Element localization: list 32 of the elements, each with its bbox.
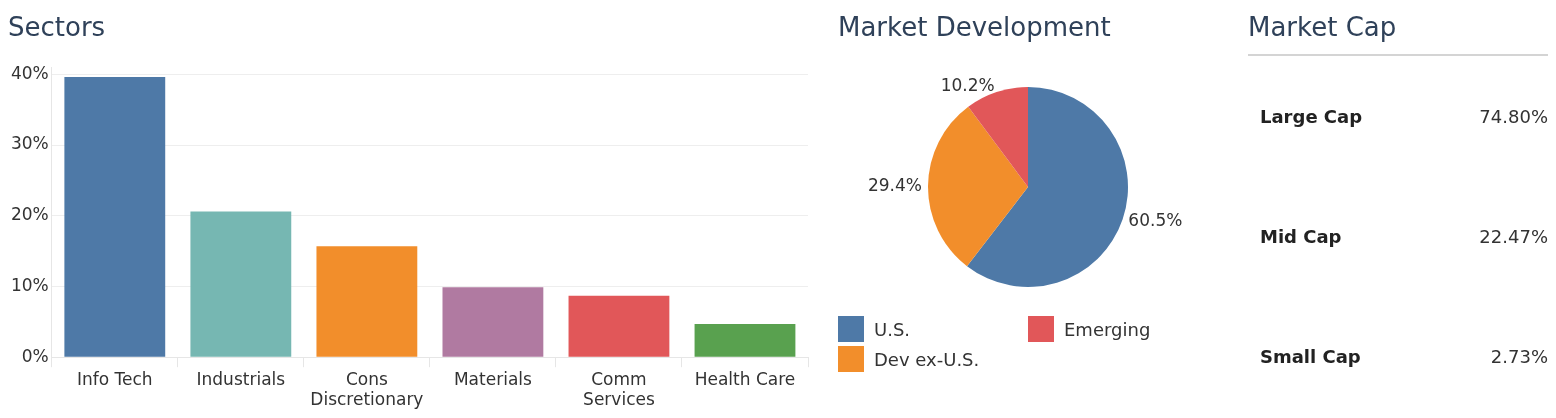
legend-label: Dev ex-U.S. <box>874 348 980 370</box>
bar <box>190 211 292 357</box>
y-tick-label: 30% <box>10 133 49 154</box>
x-tick-label: Industrials <box>196 368 286 389</box>
category-label: Small Cap <box>1260 345 1361 367</box>
bar <box>568 295 670 357</box>
y-tick-label: 0% <box>21 345 49 366</box>
text: 74.80% <box>1479 105 1548 127</box>
y-tick-label: 40% <box>10 62 49 83</box>
data-label: 29.4% <box>867 174 922 195</box>
bar <box>316 246 418 357</box>
legend-label: U.S. <box>874 318 911 340</box>
bar <box>442 287 544 357</box>
x-tick-label: Cons Discretionary <box>310 368 424 410</box>
bar <box>64 77 166 357</box>
data-label: 10.2% <box>940 74 995 95</box>
text: 2.73% <box>1490 345 1548 367</box>
bar <box>694 323 796 357</box>
x-tick-label: Materials <box>453 368 533 389</box>
text: Market Cap <box>1248 11 1398 44</box>
category-label: Mid Cap <box>1260 225 1342 247</box>
y-tick-label: 10% <box>10 274 49 295</box>
chart-title: Market Development <box>838 11 1112 44</box>
y-tick-label: 20% <box>10 204 49 225</box>
legend-label: Emerging <box>1064 318 1151 340</box>
x-tick-label: Health Care <box>694 368 796 389</box>
data-label: 60.5% <box>1128 209 1183 230</box>
x-tick-label: Info Tech <box>76 368 153 389</box>
x-tick-label: Comm Services <box>583 368 655 410</box>
text: 22.47% <box>1479 225 1548 247</box>
category-label: Large Cap <box>1260 105 1363 127</box>
chart-title: Sectors <box>8 11 107 44</box>
